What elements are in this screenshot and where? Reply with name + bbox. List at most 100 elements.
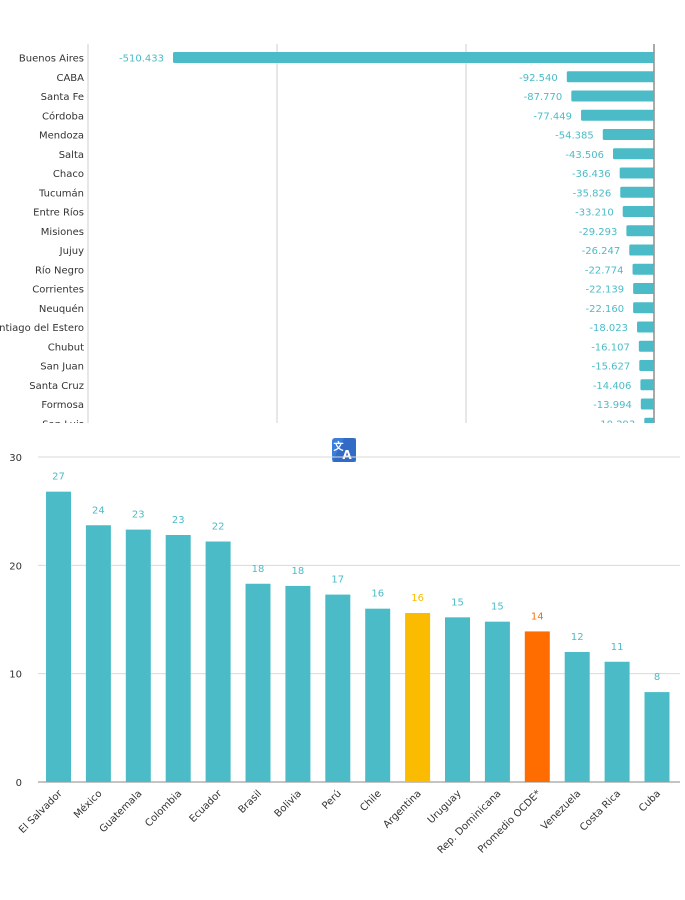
data-label: -15.627 — [592, 362, 631, 373]
bar — [85, 525, 111, 782]
data-label: -13.994 — [593, 400, 632, 411]
bar — [205, 541, 231, 782]
data-label: 18 — [252, 564, 265, 575]
category-label: CABA — [56, 73, 84, 84]
provinces-bar-chart: Buenos Aires -510.433 CABA -92.540 Santa Fe -… — [0, 44, 685, 425]
bar — [173, 52, 654, 63]
x-tick-label: Ecuador — [188, 788, 225, 825]
data-label: -43.506 — [565, 150, 604, 161]
data-label: -87.770 — [524, 92, 563, 103]
data-label: 16 — [411, 593, 424, 604]
category-label: Formosa — [41, 400, 84, 411]
x-tick-label: Brasil — [237, 788, 264, 815]
bar — [125, 529, 151, 782]
bar — [640, 379, 654, 391]
bar — [571, 90, 654, 102]
bar — [620, 186, 654, 198]
category-label: Neuquén — [39, 303, 84, 315]
data-label: -77.449 — [533, 111, 572, 122]
bar — [405, 613, 431, 782]
bar — [622, 206, 654, 217]
data-label: 22 — [212, 522, 225, 533]
data-label: 17 — [331, 575, 344, 586]
x-tick-label: Uruguay — [426, 788, 464, 826]
category-label: Tucumán — [38, 187, 84, 199]
category-label: Río Negro — [35, 264, 84, 276]
bar — [566, 71, 654, 83]
data-label: -35.826 — [573, 188, 612, 199]
data-label: -92.540 — [519, 73, 558, 84]
x-tick-label: Venezuela — [539, 788, 583, 832]
bar — [581, 109, 654, 121]
bar — [602, 129, 654, 140]
data-label: -22.774 — [585, 265, 624, 276]
data-label: 12 — [571, 632, 584, 643]
data-label: -22.160 — [586, 304, 625, 315]
category-label: Corrientes — [32, 285, 84, 296]
bar — [629, 244, 654, 256]
category-label: Chaco — [53, 169, 84, 180]
translate-icon[interactable]: 文 A — [332, 438, 356, 462]
category-label: Santa Fe — [41, 92, 84, 103]
bar — [638, 340, 654, 352]
category-label: Chubut — [48, 342, 84, 353]
x-tick-label: Argentina — [381, 788, 423, 830]
y-tick-label: 30 — [9, 453, 22, 464]
bar — [633, 283, 654, 294]
bar — [604, 661, 630, 782]
data-label: -510.433 — [119, 54, 164, 65]
clip-edge — [0, 423, 685, 425]
svg-text:A: A — [342, 448, 352, 462]
x-tick-label: Bolivia — [273, 788, 304, 819]
x-tick-label: Perú — [320, 788, 344, 812]
bar — [640, 398, 654, 410]
category-label: Misiones — [41, 227, 84, 238]
data-label: -16.107 — [591, 342, 630, 353]
data-label: -29.293 — [579, 227, 618, 238]
data-label: -26.247 — [582, 246, 621, 257]
data-label: 15 — [451, 597, 464, 608]
countries-bar-chart: 0 10 20 30 27 El Salvador 24 México 23 Guatemala 2… — [9, 453, 680, 856]
category-label: Santa Cruz — [29, 381, 84, 392]
category-label: Buenos Aires — [19, 54, 84, 65]
x-tick-label: Cuba — [637, 788, 663, 814]
data-label: -36.436 — [572, 169, 611, 180]
y-tick-label: 0 — [16, 778, 22, 789]
data-label: 23 — [172, 515, 185, 526]
bar — [165, 535, 191, 782]
data-label: 23 — [132, 510, 145, 521]
category-label: San Luis — [42, 419, 84, 425]
data-label: -10.293 — [597, 419, 636, 425]
data-label: 16 — [371, 589, 384, 600]
data-label: 15 — [491, 602, 504, 613]
bar — [285, 585, 311, 782]
bar — [524, 631, 550, 782]
data-label: -33.210 — [575, 208, 614, 219]
category-label: San Juan — [40, 362, 84, 373]
data-label: 27 — [52, 472, 65, 483]
y-tick-label: 20 — [9, 561, 22, 572]
bar — [637, 321, 654, 333]
x-tick-label: El Salvador — [17, 788, 65, 836]
data-label: -22.139 — [586, 285, 625, 296]
bar — [564, 652, 590, 782]
data-label: 11 — [611, 642, 624, 653]
data-label: 24 — [92, 505, 105, 516]
bar — [626, 225, 654, 237]
bar — [613, 148, 654, 160]
bar — [484, 621, 510, 782]
x-tick-label: Guatemala — [98, 788, 145, 835]
bar — [633, 302, 654, 314]
bar — [325, 594, 351, 782]
bar — [445, 617, 470, 782]
category-label: Salta — [59, 150, 84, 161]
category-label: Córdoba — [42, 110, 84, 122]
data-label: 14 — [531, 611, 544, 622]
svg-text:文: 文 — [334, 440, 345, 453]
category-label: Mendoza — [39, 131, 84, 142]
bar — [632, 263, 654, 275]
category-label: Jujuy — [59, 246, 84, 257]
x-tick-label: México — [71, 788, 104, 821]
data-label: -18.023 — [589, 323, 628, 334]
data-label: -54.385 — [555, 131, 594, 142]
